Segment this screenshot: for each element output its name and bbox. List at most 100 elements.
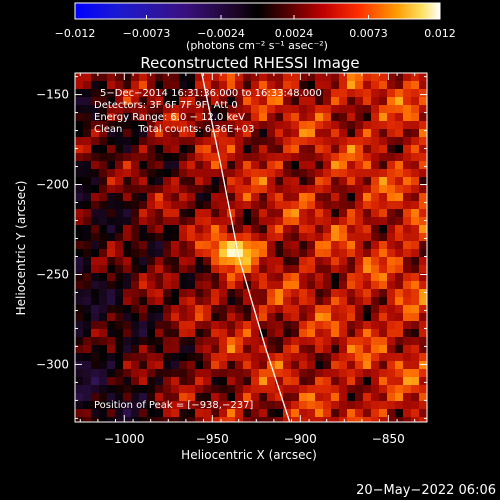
heatmap-cell <box>371 305 379 313</box>
heatmap-cell <box>163 153 171 161</box>
heatmap-cell <box>171 217 179 225</box>
heatmap-cell <box>235 113 243 121</box>
heatmap-cell <box>331 297 339 305</box>
heatmap-cell <box>331 81 339 89</box>
heatmap-cell <box>155 401 163 409</box>
heatmap-cell <box>331 361 339 369</box>
heatmap-cell <box>403 97 411 105</box>
heatmap-cell <box>323 353 331 361</box>
heatmap-cell <box>347 257 355 265</box>
heatmap-cell <box>219 361 227 369</box>
heatmap-cell <box>147 401 155 409</box>
colorbar-tick-label: 0.012 <box>424 27 456 40</box>
heatmap-cell <box>315 289 323 297</box>
heatmap-cell <box>83 137 91 145</box>
heatmap-cell <box>363 345 371 353</box>
heatmap-cell <box>323 129 331 137</box>
heatmap-cell <box>179 337 187 345</box>
heatmap-cell <box>307 225 315 233</box>
heatmap-cell <box>395 377 403 385</box>
heatmap-cell <box>411 257 419 265</box>
heatmap-cell <box>347 185 355 193</box>
heatmap-cell <box>75 297 83 305</box>
heatmap-cell <box>139 361 147 369</box>
heatmap-cell <box>419 153 427 161</box>
heatmap-cell <box>363 185 371 193</box>
heatmap-cell <box>131 209 139 217</box>
heatmap-cell <box>291 89 299 97</box>
heatmap-cell <box>283 225 291 233</box>
heatmap-cell <box>355 113 363 121</box>
heatmap-cell <box>163 225 171 233</box>
heatmap-cell <box>115 161 123 169</box>
heatmap-cell <box>227 281 235 289</box>
heatmap-cell <box>259 257 267 265</box>
heatmap-cell <box>99 417 107 422</box>
heatmap-cell <box>83 225 91 233</box>
heatmap-cell <box>387 249 395 257</box>
heatmap-cell <box>363 81 371 89</box>
heatmap-cell <box>115 241 123 249</box>
heatmap-cell <box>211 401 219 409</box>
heatmap-cell <box>243 257 251 265</box>
heatmap-cell <box>395 329 403 337</box>
heatmap-cell <box>355 329 363 337</box>
heatmap-cell <box>251 289 259 297</box>
heatmap-cell <box>123 265 131 273</box>
heatmap-cell <box>163 321 171 329</box>
heatmap-cell <box>331 289 339 297</box>
heatmap-cell <box>123 177 131 185</box>
heatmap-cell <box>299 161 307 169</box>
heatmap-cell <box>355 217 363 225</box>
heatmap-cell <box>203 273 211 281</box>
heatmap-cell <box>259 281 267 289</box>
heatmap-cell <box>403 273 411 281</box>
heatmap-cell <box>347 337 355 345</box>
heatmap-cell <box>75 193 83 201</box>
heatmap-cell <box>403 265 411 273</box>
heatmap-cell <box>179 297 187 305</box>
heatmap-cell <box>203 73 211 81</box>
heatmap-cell <box>163 97 171 105</box>
heatmap-cell <box>147 145 155 153</box>
heatmap-cell <box>75 337 83 345</box>
heatmap-cell <box>123 281 131 289</box>
heatmap-cell <box>91 281 99 289</box>
heatmap-cell <box>347 401 355 409</box>
heatmap-cell <box>203 105 211 113</box>
heatmap-cell <box>275 73 283 81</box>
heatmap-cell <box>83 89 91 97</box>
heatmap-cell <box>323 361 331 369</box>
heatmap-cell <box>131 169 139 177</box>
heatmap-cell <box>323 201 331 209</box>
heatmap-cell <box>115 225 123 233</box>
heatmap-cell <box>75 161 83 169</box>
heatmap-cell <box>179 313 187 321</box>
heatmap-cell <box>275 289 283 297</box>
heatmap-cell <box>83 313 91 321</box>
heatmap-cell <box>91 385 99 393</box>
heatmap-cell <box>235 73 243 81</box>
heatmap-cell <box>331 305 339 313</box>
heatmap-cell <box>387 393 395 401</box>
heatmap-cell <box>187 241 195 249</box>
annotation-detectors: Detectors: 3F 6F 7F 9F, Att 0 <box>94 100 238 111</box>
heatmap-cell <box>267 169 275 177</box>
heatmap-cell <box>387 89 395 97</box>
heatmap-cell <box>83 417 91 422</box>
heatmap-cell <box>259 89 267 97</box>
heatmap-cell <box>107 105 115 113</box>
heatmap-cell <box>379 281 387 289</box>
heatmap-cell <box>107 241 115 249</box>
heatmap-cell <box>379 321 387 329</box>
y-axis-label: Heliocentric Y (arcsec) <box>14 181 28 316</box>
heatmap-cell <box>147 161 155 169</box>
heatmap-cell <box>187 233 195 241</box>
heatmap-cell <box>179 281 187 289</box>
heatmap-cell <box>203 121 211 129</box>
heatmap-cell <box>235 369 243 377</box>
heatmap-cell <box>195 369 203 377</box>
heatmap-cell <box>339 209 347 217</box>
heatmap-cell <box>315 169 323 177</box>
heatmap-cell <box>155 321 163 329</box>
